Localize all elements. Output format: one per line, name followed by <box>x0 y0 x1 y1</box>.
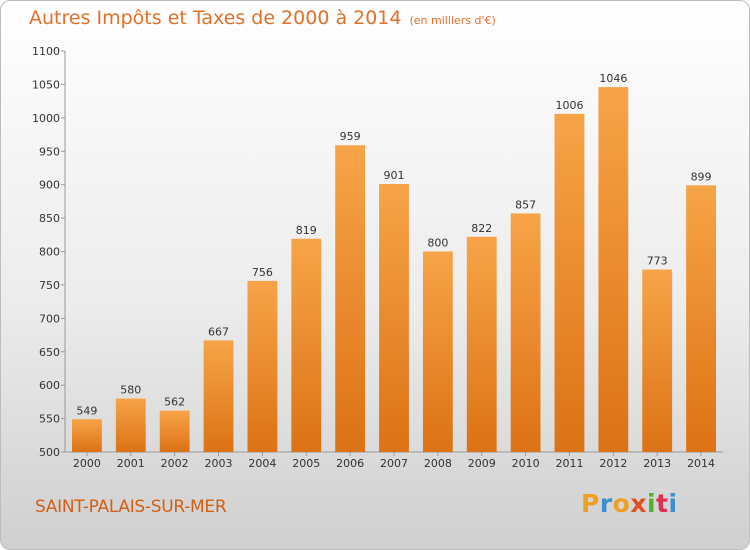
bar-2013 <box>642 269 673 452</box>
bar-2011 <box>554 113 585 452</box>
y-tick-label: 500 <box>39 446 60 459</box>
value-label: 800 <box>427 237 448 250</box>
x-tick-label: 2011 <box>555 457 583 470</box>
y-tick-label: 700 <box>39 312 60 325</box>
value-label: 667 <box>208 325 229 338</box>
bar-2006 <box>335 145 366 453</box>
logo-letter: P <box>581 489 600 518</box>
bar-2010 <box>510 213 541 452</box>
value-label: 1006 <box>555 99 583 112</box>
value-label: 959 <box>340 130 361 143</box>
logo-letter: o <box>612 489 631 518</box>
x-tick-label: 2005 <box>292 457 320 470</box>
y-tick-label: 1000 <box>32 112 60 125</box>
bar-2003 <box>203 340 234 452</box>
x-tick-label: 2014 <box>687 457 715 470</box>
logo-letter: i <box>647 489 657 518</box>
chart-title: Autres Impôts et Taxes de 2000 à 2014 (en… <box>29 7 496 29</box>
bar-2000 <box>72 419 102 452</box>
x-tick-label: 2008 <box>424 457 452 470</box>
value-label: 562 <box>164 396 185 409</box>
x-tick-label: 2004 <box>248 457 276 470</box>
bar-2014 <box>686 185 716 452</box>
y-tick-label: 550 <box>39 413 60 426</box>
chart-subtitle: (en milliers d'€) <box>409 14 496 27</box>
y-tick-label: 1100 <box>32 45 60 58</box>
logo-letter: x <box>630 489 647 518</box>
logo-letter: i <box>668 489 678 518</box>
value-label: 899 <box>691 170 712 183</box>
x-tick-label: 2001 <box>117 457 145 470</box>
value-label: 901 <box>384 169 405 182</box>
proxiti-logo: Proxiti <box>581 489 678 518</box>
x-tick-label: 2010 <box>512 457 540 470</box>
place-name: SAINT-PALAIS-SUR-MER <box>35 497 227 517</box>
value-label: 756 <box>252 266 273 279</box>
value-label: 1046 <box>599 72 627 85</box>
y-tick-label: 750 <box>39 279 60 292</box>
bar-2008 <box>422 251 453 452</box>
x-tick-label: 2006 <box>336 457 364 470</box>
bar-2004 <box>247 280 278 452</box>
x-tick-label: 2012 <box>599 457 627 470</box>
y-tick-label: 1050 <box>32 78 60 91</box>
logo-letter: r <box>599 489 613 518</box>
value-label: 773 <box>647 255 668 268</box>
bar-2005 <box>291 238 322 452</box>
bar-2001 <box>115 398 146 452</box>
value-label: 822 <box>471 222 492 235</box>
bar-2007 <box>379 183 409 452</box>
bar-2009 <box>466 236 497 452</box>
x-tick-label: 2002 <box>161 457 189 470</box>
x-tick-label: 2000 <box>73 457 101 470</box>
bar-2012 <box>598 87 629 452</box>
value-label: 857 <box>515 198 536 211</box>
y-tick-label: 950 <box>39 145 60 158</box>
y-tick-label: 600 <box>39 379 60 392</box>
bars: 549 580 562 667 756 819 959 901 800 822 857 1006 104… <box>72 72 716 453</box>
x-tick-label: 2013 <box>643 457 671 470</box>
x-tick-label: 2009 <box>468 457 496 470</box>
value-label: 580 <box>120 384 141 397</box>
y-tick-label: 650 <box>39 346 60 359</box>
value-label: 549 <box>76 404 97 417</box>
y-tick-label: 800 <box>39 246 60 259</box>
y-tick-label: 900 <box>39 179 60 192</box>
bar-2002 <box>159 410 190 452</box>
logo-letter: t <box>656 489 669 518</box>
x-tick-label: 2003 <box>205 457 233 470</box>
x-tick-label: 2007 <box>380 457 408 470</box>
chart-title-main: Autres Impôts et Taxes de 2000 à 2014 <box>29 7 402 29</box>
y-tick-label: 850 <box>39 212 60 225</box>
value-label: 819 <box>296 224 317 237</box>
